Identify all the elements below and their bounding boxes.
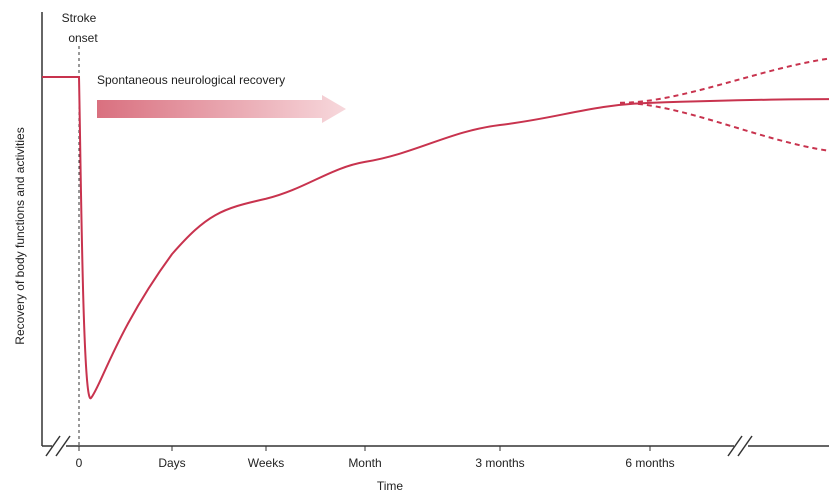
x-tick-label: 3 months xyxy=(475,456,524,470)
recovery-arrow xyxy=(97,95,346,123)
x-tick-label: Month xyxy=(348,456,381,470)
x-ticks: 0 Days Weeks Month 3 months 6 months xyxy=(76,446,675,470)
y-axis-label: Recovery of body functions and activitie… xyxy=(13,127,27,344)
stroke-onset-label-line1: Stroke xyxy=(62,11,97,25)
x-axis-label: Time xyxy=(377,479,404,493)
x-axis-break-right xyxy=(727,435,753,457)
stroke-onset-label-line2: onset xyxy=(68,31,98,45)
x-tick-label: Weeks xyxy=(248,456,284,470)
series-lower-projection xyxy=(619,101,830,152)
x-tick-label: 0 xyxy=(76,456,83,470)
series-main-curve xyxy=(42,76,830,400)
x-tick-label: 6 months xyxy=(625,456,674,470)
x-axis-break-left xyxy=(45,435,71,457)
x-tick-label: Days xyxy=(158,456,185,470)
series-upper-projection xyxy=(619,57,830,104)
recovery-arrow-label: Spontaneous neurological recovery xyxy=(97,73,285,87)
